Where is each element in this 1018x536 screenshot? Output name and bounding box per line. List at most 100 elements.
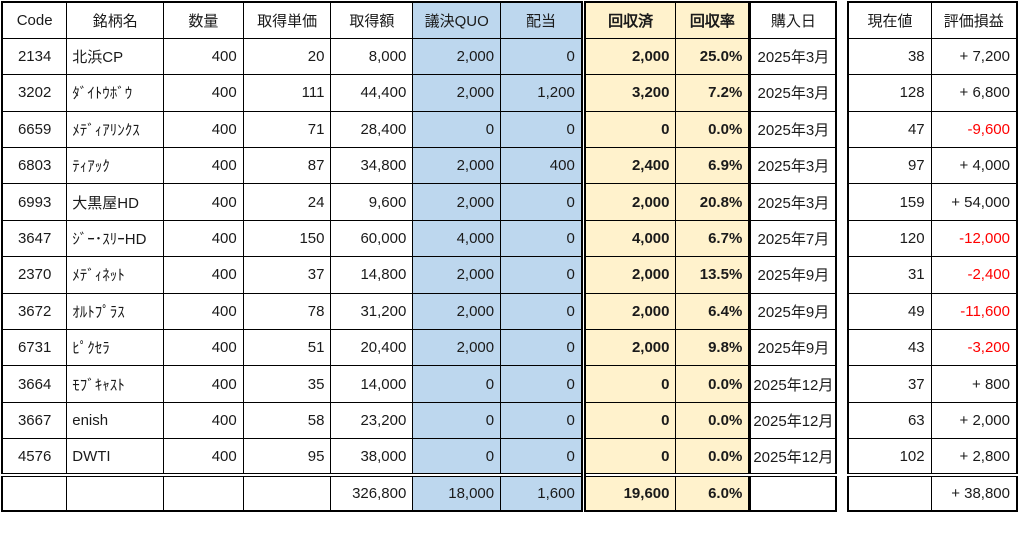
cell-pnl[interactable]: -2,400 [930,256,1018,294]
header-name[interactable]: 銘柄名 [66,1,165,39]
cell-purchase-date[interactable]: 2025年9月 [749,292,837,331]
cell-code[interactable]: 3647 [1,219,68,258]
total-rate[interactable]: 6.0% [675,473,752,512]
cell-dividend[interactable]: 0 [500,365,584,403]
header-unit-price[interactable]: 取得単価 [242,1,332,39]
cell-qty[interactable]: 400 [163,438,244,476]
cell-dividend[interactable]: 0 [500,110,584,149]
cell-qty[interactable]: 400 [163,256,244,294]
cell-purchase-date[interactable]: 2025年3月 [749,147,837,185]
cell-acq-amount[interactable]: 60,000 [330,219,414,258]
cell-acq-amount[interactable]: 38,000 [330,438,414,476]
cell-rate[interactable]: 9.8% [675,329,752,367]
cell-current-price[interactable]: 43 [847,329,932,367]
total-empty-current-price[interactable] [847,473,932,512]
cell-pnl[interactable]: + 2,000 [930,401,1018,440]
cell-quo[interactable]: 0 [412,438,502,476]
cell-qty[interactable]: 400 [163,329,244,367]
cell-name[interactable]: ﾒﾃﾞｨﾈｯﾄ [66,256,165,294]
cell-dividend[interactable]: 0 [500,292,584,331]
cell-pnl[interactable]: + 4,000 [930,147,1018,185]
cell-purchase-date[interactable]: 2025年7月 [749,219,837,258]
header-pnl[interactable]: 評価損益 [930,1,1018,39]
cell-quo[interactable]: 2,000 [412,183,502,221]
cell-name[interactable]: ﾋﾟｸｾﾗ [66,329,165,367]
cell-pnl[interactable]: + 800 [930,365,1018,403]
cell-dividend[interactable]: 0 [500,37,584,76]
cell-pnl[interactable]: + 2,800 [930,438,1018,476]
cell-unit-price[interactable]: 20 [242,37,332,76]
cell-name[interactable]: ﾓﾌﾞｷｬｽﾄ [66,365,165,403]
cell-acq-amount[interactable]: 20,400 [330,329,414,367]
cell-current-price[interactable]: 49 [847,292,932,331]
total-empty-qty[interactable] [163,473,244,512]
cell-unit-price[interactable]: 95 [242,438,332,476]
cell-code[interactable]: 6803 [1,147,68,185]
cell-purchase-date[interactable]: 2025年3月 [749,37,837,76]
total-pnl[interactable]: + 38,800 [930,473,1018,512]
cell-recovered[interactable]: 0 [580,365,677,403]
cell-dividend[interactable]: 0 [500,219,584,258]
cell-dividend[interactable]: 0 [500,438,584,476]
cell-acq-amount[interactable]: 44,400 [330,74,414,112]
cell-rate[interactable]: 0.0% [675,438,752,476]
cell-code[interactable]: 4576 [1,438,68,476]
cell-recovered[interactable]: 2,000 [580,329,677,367]
total-empty-name[interactable] [66,473,165,512]
cell-current-price[interactable]: 97 [847,147,932,185]
cell-qty[interactable]: 400 [163,37,244,76]
cell-purchase-date[interactable]: 2025年3月 [749,110,837,149]
cell-recovered[interactable]: 2,000 [580,292,677,331]
cell-acq-amount[interactable]: 34,800 [330,147,414,185]
cell-name[interactable]: 大黒屋HD [66,183,165,221]
header-current-price[interactable]: 現在値 [847,1,932,39]
cell-quo[interactable]: 2,000 [412,329,502,367]
cell-code[interactable]: 2134 [1,37,68,76]
cell-acq-amount[interactable]: 9,600 [330,183,414,221]
cell-rate[interactable]: 6.9% [675,147,752,185]
cell-dividend[interactable]: 1,200 [500,74,584,112]
cell-pnl[interactable]: + 6,800 [930,74,1018,112]
cell-purchase-date[interactable]: 2025年12月 [749,438,837,476]
cell-name[interactable]: enish [66,401,165,440]
cell-pnl[interactable]: -3,200 [930,329,1018,367]
header-quo[interactable]: 議決QUO [412,1,502,39]
cell-code[interactable]: 6731 [1,329,68,367]
cell-name[interactable]: ｵﾙﾄﾌﾟﾗｽ [66,292,165,331]
cell-quo[interactable]: 2,000 [412,74,502,112]
header-code[interactable]: Code [1,1,68,39]
cell-acq-amount[interactable]: 28,400 [330,110,414,149]
cell-qty[interactable]: 400 [163,74,244,112]
cell-code[interactable]: 3672 [1,292,68,331]
cell-code[interactable]: 6659 [1,110,68,149]
cell-qty[interactable]: 400 [163,110,244,149]
cell-unit-price[interactable]: 51 [242,329,332,367]
cell-current-price[interactable]: 159 [847,183,932,221]
cell-unit-price[interactable]: 71 [242,110,332,149]
cell-recovered[interactable]: 2,000 [580,183,677,221]
cell-recovered[interactable]: 2,400 [580,147,677,185]
cell-dividend[interactable]: 0 [500,183,584,221]
cell-unit-price[interactable]: 58 [242,401,332,440]
header-rate[interactable]: 回収率 [675,1,752,39]
cell-current-price[interactable]: 128 [847,74,932,112]
header-recovered[interactable]: 回収済 [580,1,677,39]
cell-acq-amount[interactable]: 14,000 [330,365,414,403]
cell-qty[interactable]: 400 [163,401,244,440]
cell-quo[interactable]: 4,000 [412,219,502,258]
cell-acq-amount[interactable]: 8,000 [330,37,414,76]
cell-acq-amount[interactable]: 14,800 [330,256,414,294]
cell-name[interactable]: ﾀﾞｲﾄｳﾎﾞｳ [66,74,165,112]
cell-name[interactable]: 北浜CP [66,37,165,76]
cell-code[interactable]: 2370 [1,256,68,294]
cell-unit-price[interactable]: 37 [242,256,332,294]
cell-rate[interactable]: 0.0% [675,110,752,149]
cell-name[interactable]: ﾃｨｱｯｸ [66,147,165,185]
total-recovered[interactable]: 19,600 [580,473,677,512]
cell-current-price[interactable]: 120 [847,219,932,258]
cell-current-price[interactable]: 63 [847,401,932,440]
cell-rate[interactable]: 6.7% [675,219,752,258]
header-acq-amount[interactable]: 取得額 [330,1,414,39]
cell-unit-price[interactable]: 111 [242,74,332,112]
cell-rate[interactable]: 20.8% [675,183,752,221]
